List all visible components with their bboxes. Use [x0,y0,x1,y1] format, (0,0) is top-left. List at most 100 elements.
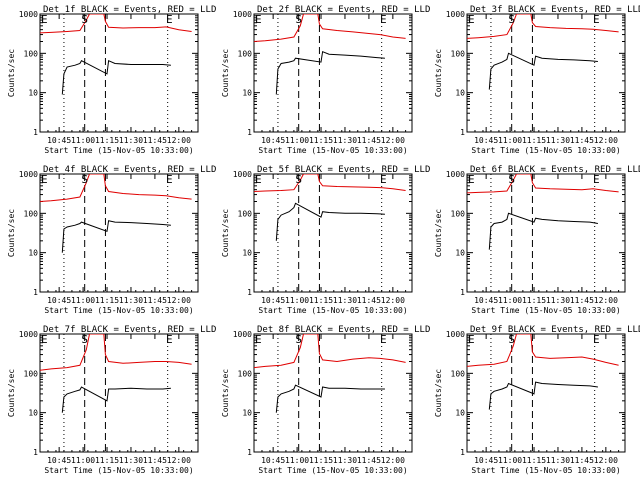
x-axis-label: Start Time (15-Nov-05 10:33:00) [258,306,407,315]
x-tick-label: 11:45 [570,296,594,305]
plot-frame [466,173,626,293]
time-marker-label: E [255,173,262,186]
x-tick-label: 11:00 [71,136,95,145]
x-tick-label: 11:15 [522,456,546,465]
y-tick-label: 100 [451,369,466,378]
y-axis-label: Counts/sec [221,49,230,97]
y-axis-label: Counts/sec [434,369,443,417]
chart-panel-3: Det 3f BLACK = Events, RED = LLD 1 10 100 10… [434,5,640,155]
x-tick-label: 11:30 [546,456,570,465]
x-tick-label: 12:00 [594,136,618,145]
x-tick-label: 12:00 [167,456,191,465]
chart-title: Det 4f BLACK = Events, RED = LLD [43,165,216,175]
lld-series-line [467,14,619,39]
x-tick-label: 11:00 [71,456,95,465]
y-axis-label: Counts/sec [7,49,16,97]
time-marker-label: E [41,13,48,26]
y-tick-label: 10 [455,89,465,98]
x-axis-label: Start Time (15-Nov-05 10:33:00) [471,466,620,475]
y-tick-label: 100 [451,49,466,58]
time-marker-label: E [255,13,262,26]
y-tick-label: 1000 [446,330,465,339]
plot-frame [253,173,413,293]
plot-frame [253,333,413,453]
time-marker-label: S [295,13,302,26]
events-series-line [488,381,598,410]
x-tick-label: 10:45 [261,296,285,305]
x-tick-label: 10:45 [47,136,71,145]
x-tick-label: 12:00 [594,456,618,465]
x-axis-label: Start Time (15-Nov-05 10:33:00) [258,146,407,155]
events-series-line [61,220,171,253]
x-tick-label: 11:15 [309,296,333,305]
x-tick-label: 12:00 [381,136,405,145]
time-marker-label: E [468,13,475,26]
y-tick-label: 10 [28,89,38,98]
x-tick-label: 11:30 [546,136,570,145]
x-tick-label: 11:30 [119,136,143,145]
x-tick-label: 11:00 [498,136,522,145]
x-tick-label: 11:45 [570,136,594,145]
x-tick-label: 11:15 [309,456,333,465]
time-marker-label: S [81,173,88,186]
events-series-line [61,59,171,95]
y-tick-label: 100 [451,209,466,218]
x-tick-label: 12:00 [381,296,405,305]
plot-frame [253,13,413,133]
chart-title: Det 5f BLACK = Events, RED = LLD [257,165,430,175]
lld-series-line [254,334,406,369]
y-tick-label: 10 [455,409,465,418]
time-marker-label: S [295,333,302,346]
lld-series-line [40,174,192,202]
plot-frame [39,173,199,293]
time-marker-label: S [508,173,515,186]
x-axis-label: Start Time (15-Nov-05 10:33:00) [44,306,193,315]
y-tick-label: 10 [28,249,38,258]
y-axis-label: Counts/sec [221,369,230,417]
time-marker-label: E [380,173,387,186]
time-marker-label: S [508,333,515,346]
chart-panel-1: Det 1f BLACK = Events, RED = LLD 1 10 100 10… [7,5,216,155]
x-tick-label: 11:15 [95,136,119,145]
y-axis-label: Counts/sec [221,209,230,257]
x-tick-label: 11:45 [143,136,167,145]
x-tick-label: 11:45 [357,136,381,145]
time-marker-label: E [166,13,173,26]
y-tick-label: 10 [242,89,252,98]
time-marker-label: E [255,333,262,346]
y-tick-label: 1000 [233,330,252,339]
lld-series-line [254,14,406,42]
y-tick-label: 100 [24,209,39,218]
x-tick-label: 11:00 [285,296,309,305]
x-tick-label: 11:00 [285,136,309,145]
y-tick-label: 1 [33,288,38,297]
time-marker-label: S [508,13,515,26]
time-marker-label: E [380,13,387,26]
x-tick-label: 10:45 [47,296,71,305]
chart-title: Det 8f BLACK = Events, RED = LLD [257,325,430,335]
time-marker-label: E [41,173,48,186]
time-marker-label: E [468,173,475,186]
y-tick-label: 10 [28,409,38,418]
lld-series-line [254,174,406,192]
y-tick-label: 1 [33,128,38,137]
chart-title: Det 2f BLACK = Events, RED = LLD [257,5,430,15]
y-axis-label: Counts/sec [7,369,16,417]
chart-title: Det 9f BLACK = Events, RED = LLD [470,325,640,335]
time-marker-label: E [593,13,600,26]
y-tick-label: 1 [247,448,252,457]
y-tick-label: 1 [460,448,465,457]
x-tick-label: 11:15 [309,136,333,145]
time-marker-label: E [41,333,48,346]
time-marker-label: E [593,333,600,346]
time-marker-label: S [81,13,88,26]
events-series-line [488,52,598,90]
y-tick-label: 1000 [446,10,465,19]
y-tick-label: 1000 [233,170,252,179]
y-tick-label: 1 [460,288,465,297]
x-tick-label: 11:45 [357,296,381,305]
y-tick-label: 1 [460,128,465,137]
time-marker-label: E [468,333,475,346]
time-marker-label: S [81,333,88,346]
y-tick-label: 1 [247,128,252,137]
